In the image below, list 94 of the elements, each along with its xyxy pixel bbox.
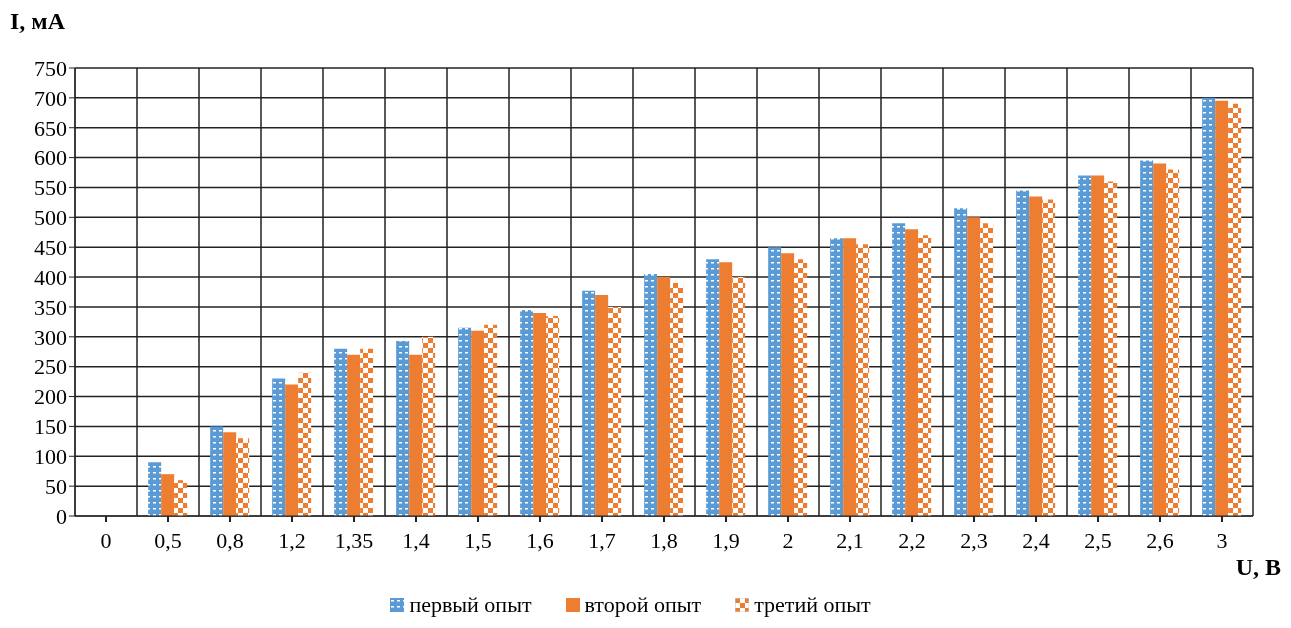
y-tick-label: 50 xyxy=(45,473,67,499)
bar xyxy=(1078,175,1092,516)
bar xyxy=(657,277,671,516)
bar xyxy=(644,274,658,516)
y-tick-label: 550 xyxy=(34,175,67,201)
x-tick-label: 2,1 xyxy=(836,527,864,553)
y-tick-label: 150 xyxy=(34,414,67,440)
bar xyxy=(285,384,299,516)
x-tick-label: 1,8 xyxy=(650,527,678,553)
x-axis-title: U, В xyxy=(1235,554,1281,581)
x-tick-label: 1,7 xyxy=(588,527,616,553)
bar xyxy=(236,438,250,516)
bar xyxy=(1153,163,1167,516)
bar xyxy=(732,277,746,516)
bar xyxy=(161,474,175,516)
bar xyxy=(582,290,596,516)
bar xyxy=(546,315,560,516)
x-tick-label: 1,4 xyxy=(402,527,430,553)
bar xyxy=(1215,100,1229,516)
bar xyxy=(967,217,981,516)
bar xyxy=(148,462,162,516)
x-tick-label: 0,5 xyxy=(154,527,182,553)
bar xyxy=(484,324,498,516)
bar xyxy=(471,330,485,516)
y-tick-label: 300 xyxy=(34,324,67,350)
bar xyxy=(1042,199,1056,516)
x-tick-label: 1,5 xyxy=(464,527,492,553)
x-tick-label: 2 xyxy=(782,527,794,553)
bar xyxy=(1228,103,1242,516)
legend-label: первый опыт xyxy=(409,592,532,618)
bar xyxy=(347,354,361,516)
x-tick-label: 1,2 xyxy=(278,527,306,553)
bar xyxy=(422,336,436,516)
bar xyxy=(210,426,224,516)
x-tick-label: 1,35 xyxy=(334,527,374,553)
bar xyxy=(980,223,994,516)
bar xyxy=(719,262,733,516)
bar xyxy=(223,432,237,516)
y-tick-label: 350 xyxy=(34,294,67,320)
bar xyxy=(298,372,312,516)
bar xyxy=(856,244,870,516)
bar xyxy=(272,378,286,516)
y-tick-label: 100 xyxy=(34,444,67,470)
x-tick-label: 0 xyxy=(100,527,112,553)
bar xyxy=(533,312,547,516)
bar xyxy=(905,229,919,516)
x-tick-label: 2,3 xyxy=(960,527,988,553)
bar xyxy=(843,238,857,516)
bar xyxy=(1140,160,1154,516)
bar xyxy=(1202,97,1216,516)
bar xyxy=(409,354,423,516)
legend-label: второй опыт xyxy=(584,592,702,618)
bar xyxy=(1091,175,1105,516)
x-tick-label: 2,6 xyxy=(1146,527,1174,553)
y-tick-label: 0 xyxy=(56,503,67,529)
x-tick-label: 1,9 xyxy=(712,527,740,553)
x-tick-label: 2,5 xyxy=(1084,527,1112,553)
bar xyxy=(794,259,808,516)
y-tick-label: 700 xyxy=(34,85,67,111)
y-tick-label: 650 xyxy=(34,115,67,141)
y-tick-label: 750 xyxy=(34,55,67,81)
bar xyxy=(520,309,534,516)
bar xyxy=(918,235,932,516)
bar xyxy=(954,208,968,516)
bar xyxy=(360,348,374,516)
bar xyxy=(396,340,410,516)
bar xyxy=(1166,169,1180,516)
bar xyxy=(892,223,906,516)
bar xyxy=(1029,196,1043,516)
y-tick-label: 200 xyxy=(34,384,67,410)
legend-label: третий опыт xyxy=(754,592,871,618)
y-tick-label: 600 xyxy=(34,145,67,171)
bar xyxy=(595,294,609,516)
bar xyxy=(174,480,188,516)
bar xyxy=(781,253,795,516)
bar xyxy=(670,283,684,516)
bar xyxy=(830,238,844,516)
y-tick-label: 400 xyxy=(34,264,67,290)
bar xyxy=(608,306,622,516)
x-tick-label: 3 xyxy=(1216,527,1228,553)
bar xyxy=(768,247,782,516)
bar xyxy=(1016,190,1030,516)
y-tick-label: 450 xyxy=(34,235,67,261)
x-tick-label: 2,2 xyxy=(898,527,926,553)
x-tick-label: 2,4 xyxy=(1022,527,1050,553)
bar xyxy=(1104,181,1118,516)
bar xyxy=(706,259,720,516)
y-tick-label: 500 xyxy=(34,205,67,231)
bar xyxy=(334,348,348,516)
y-axis-title: I, мА xyxy=(10,8,66,35)
y-tick-label: 250 xyxy=(34,354,67,380)
x-tick-label: 1,6 xyxy=(526,527,554,553)
bar xyxy=(458,327,472,516)
x-tick-label: 0,8 xyxy=(216,527,244,553)
